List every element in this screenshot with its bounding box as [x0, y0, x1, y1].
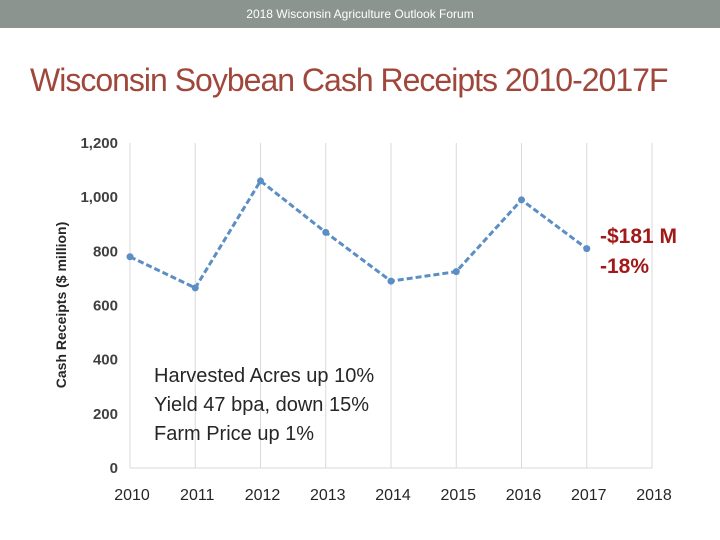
x-tick-label: 2011 — [180, 487, 215, 504]
series-line — [129, 179, 588, 290]
x-tick-label: 2018 — [636, 487, 672, 504]
data-point — [583, 245, 591, 253]
slide-title: Wisconsin Soybean Cash Receipts 2010-201… — [30, 62, 668, 98]
annotation-line: Yield 47 bpa, down 15% — [154, 394, 369, 416]
data-point — [387, 277, 395, 285]
y-tick-label: 400 — [93, 352, 118, 369]
x-tick-label: 2017 — [571, 487, 607, 504]
x-tick-label: 2015 — [440, 487, 476, 504]
x-tick-label: 2010 — [114, 487, 150, 504]
chart-annotation: Harvested Acres up 10% Yield 47 bpa, dow… — [154, 362, 374, 449]
x-tick-label: 2014 — [375, 487, 411, 504]
data-point — [126, 253, 134, 261]
data-point — [322, 228, 330, 236]
x-tick-label: 2013 — [310, 487, 346, 504]
top-banner: 2018 Wisconsin Agriculture Outlook Forum — [0, 0, 720, 28]
forum-title: 2018 Wisconsin Agriculture Outlook Forum — [246, 7, 474, 21]
y-tick-label: 1,000 — [80, 189, 118, 206]
y-tick-label: 1,200 — [80, 135, 118, 152]
callout-amount: -$181 M — [600, 225, 678, 248]
x-tick-label: 2012 — [245, 487, 281, 504]
y-tick-label: 600 — [93, 298, 118, 315]
data-point — [518, 196, 525, 204]
y-tick-label: 800 — [93, 243, 118, 260]
y-tick-label: 0 — [110, 460, 118, 477]
y-tick-label: 200 — [93, 406, 118, 423]
annotation-line: Harvested Acres up 10% — [154, 365, 375, 387]
callout-percent: -18% — [600, 255, 650, 278]
data-point — [452, 268, 460, 276]
data-point — [257, 177, 264, 185]
y-axis-title: Cash Receipts ($ million) — [53, 222, 69, 388]
x-tick-label: 2016 — [506, 487, 542, 504]
change-callout: -$181 M -18% — [600, 222, 677, 282]
data-point — [191, 284, 199, 292]
annotation-line: Farm Price up 1% — [154, 423, 315, 445]
